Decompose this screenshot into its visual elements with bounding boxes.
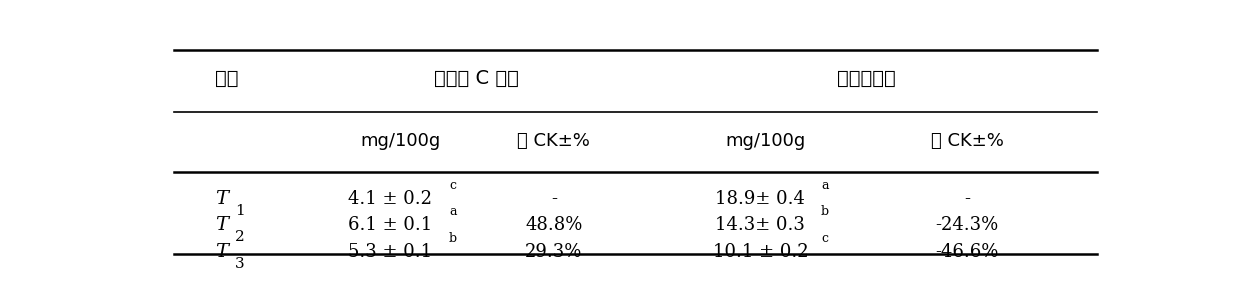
Text: c: c: [449, 179, 456, 192]
Text: 处理: 处理: [216, 69, 239, 88]
Text: 3: 3: [234, 257, 244, 271]
Text: 48.8%: 48.8%: [525, 216, 583, 234]
Text: a: a: [821, 179, 828, 192]
Text: a: a: [449, 205, 456, 219]
Text: b: b: [821, 205, 828, 219]
Text: 维生素 C 含量: 维生素 C 含量: [434, 69, 520, 88]
Text: c: c: [821, 232, 828, 245]
Text: T: T: [216, 190, 228, 208]
Text: -: -: [551, 190, 557, 208]
Text: 14.3± 0.3: 14.3± 0.3: [715, 216, 805, 234]
Text: b: b: [449, 232, 458, 245]
Text: 较 CK±%: 较 CK±%: [517, 132, 590, 150]
Text: 18.9± 0.4: 18.9± 0.4: [715, 190, 805, 208]
Text: 4.1 ± 0.2: 4.1 ± 0.2: [348, 190, 433, 208]
Text: -24.3%: -24.3%: [935, 216, 998, 234]
Text: mg/100g: mg/100g: [360, 132, 440, 150]
Text: 确酸盐含量: 确酸盐含量: [837, 69, 895, 88]
Text: -: -: [963, 190, 970, 208]
Text: -46.6%: -46.6%: [935, 243, 998, 261]
Text: T: T: [216, 243, 228, 261]
Text: 1: 1: [234, 204, 244, 218]
Text: 6.1 ± 0.1: 6.1 ± 0.1: [348, 216, 433, 234]
Text: 10.1 ± 0.2: 10.1 ± 0.2: [713, 243, 808, 261]
Text: T: T: [216, 216, 228, 234]
Text: 较 CK±%: 较 CK±%: [930, 132, 1003, 150]
Text: 2: 2: [234, 230, 244, 245]
Text: 29.3%: 29.3%: [525, 243, 583, 261]
Text: mg/100g: mg/100g: [725, 132, 805, 150]
Text: 5.3 ± 0.1: 5.3 ± 0.1: [348, 243, 433, 261]
